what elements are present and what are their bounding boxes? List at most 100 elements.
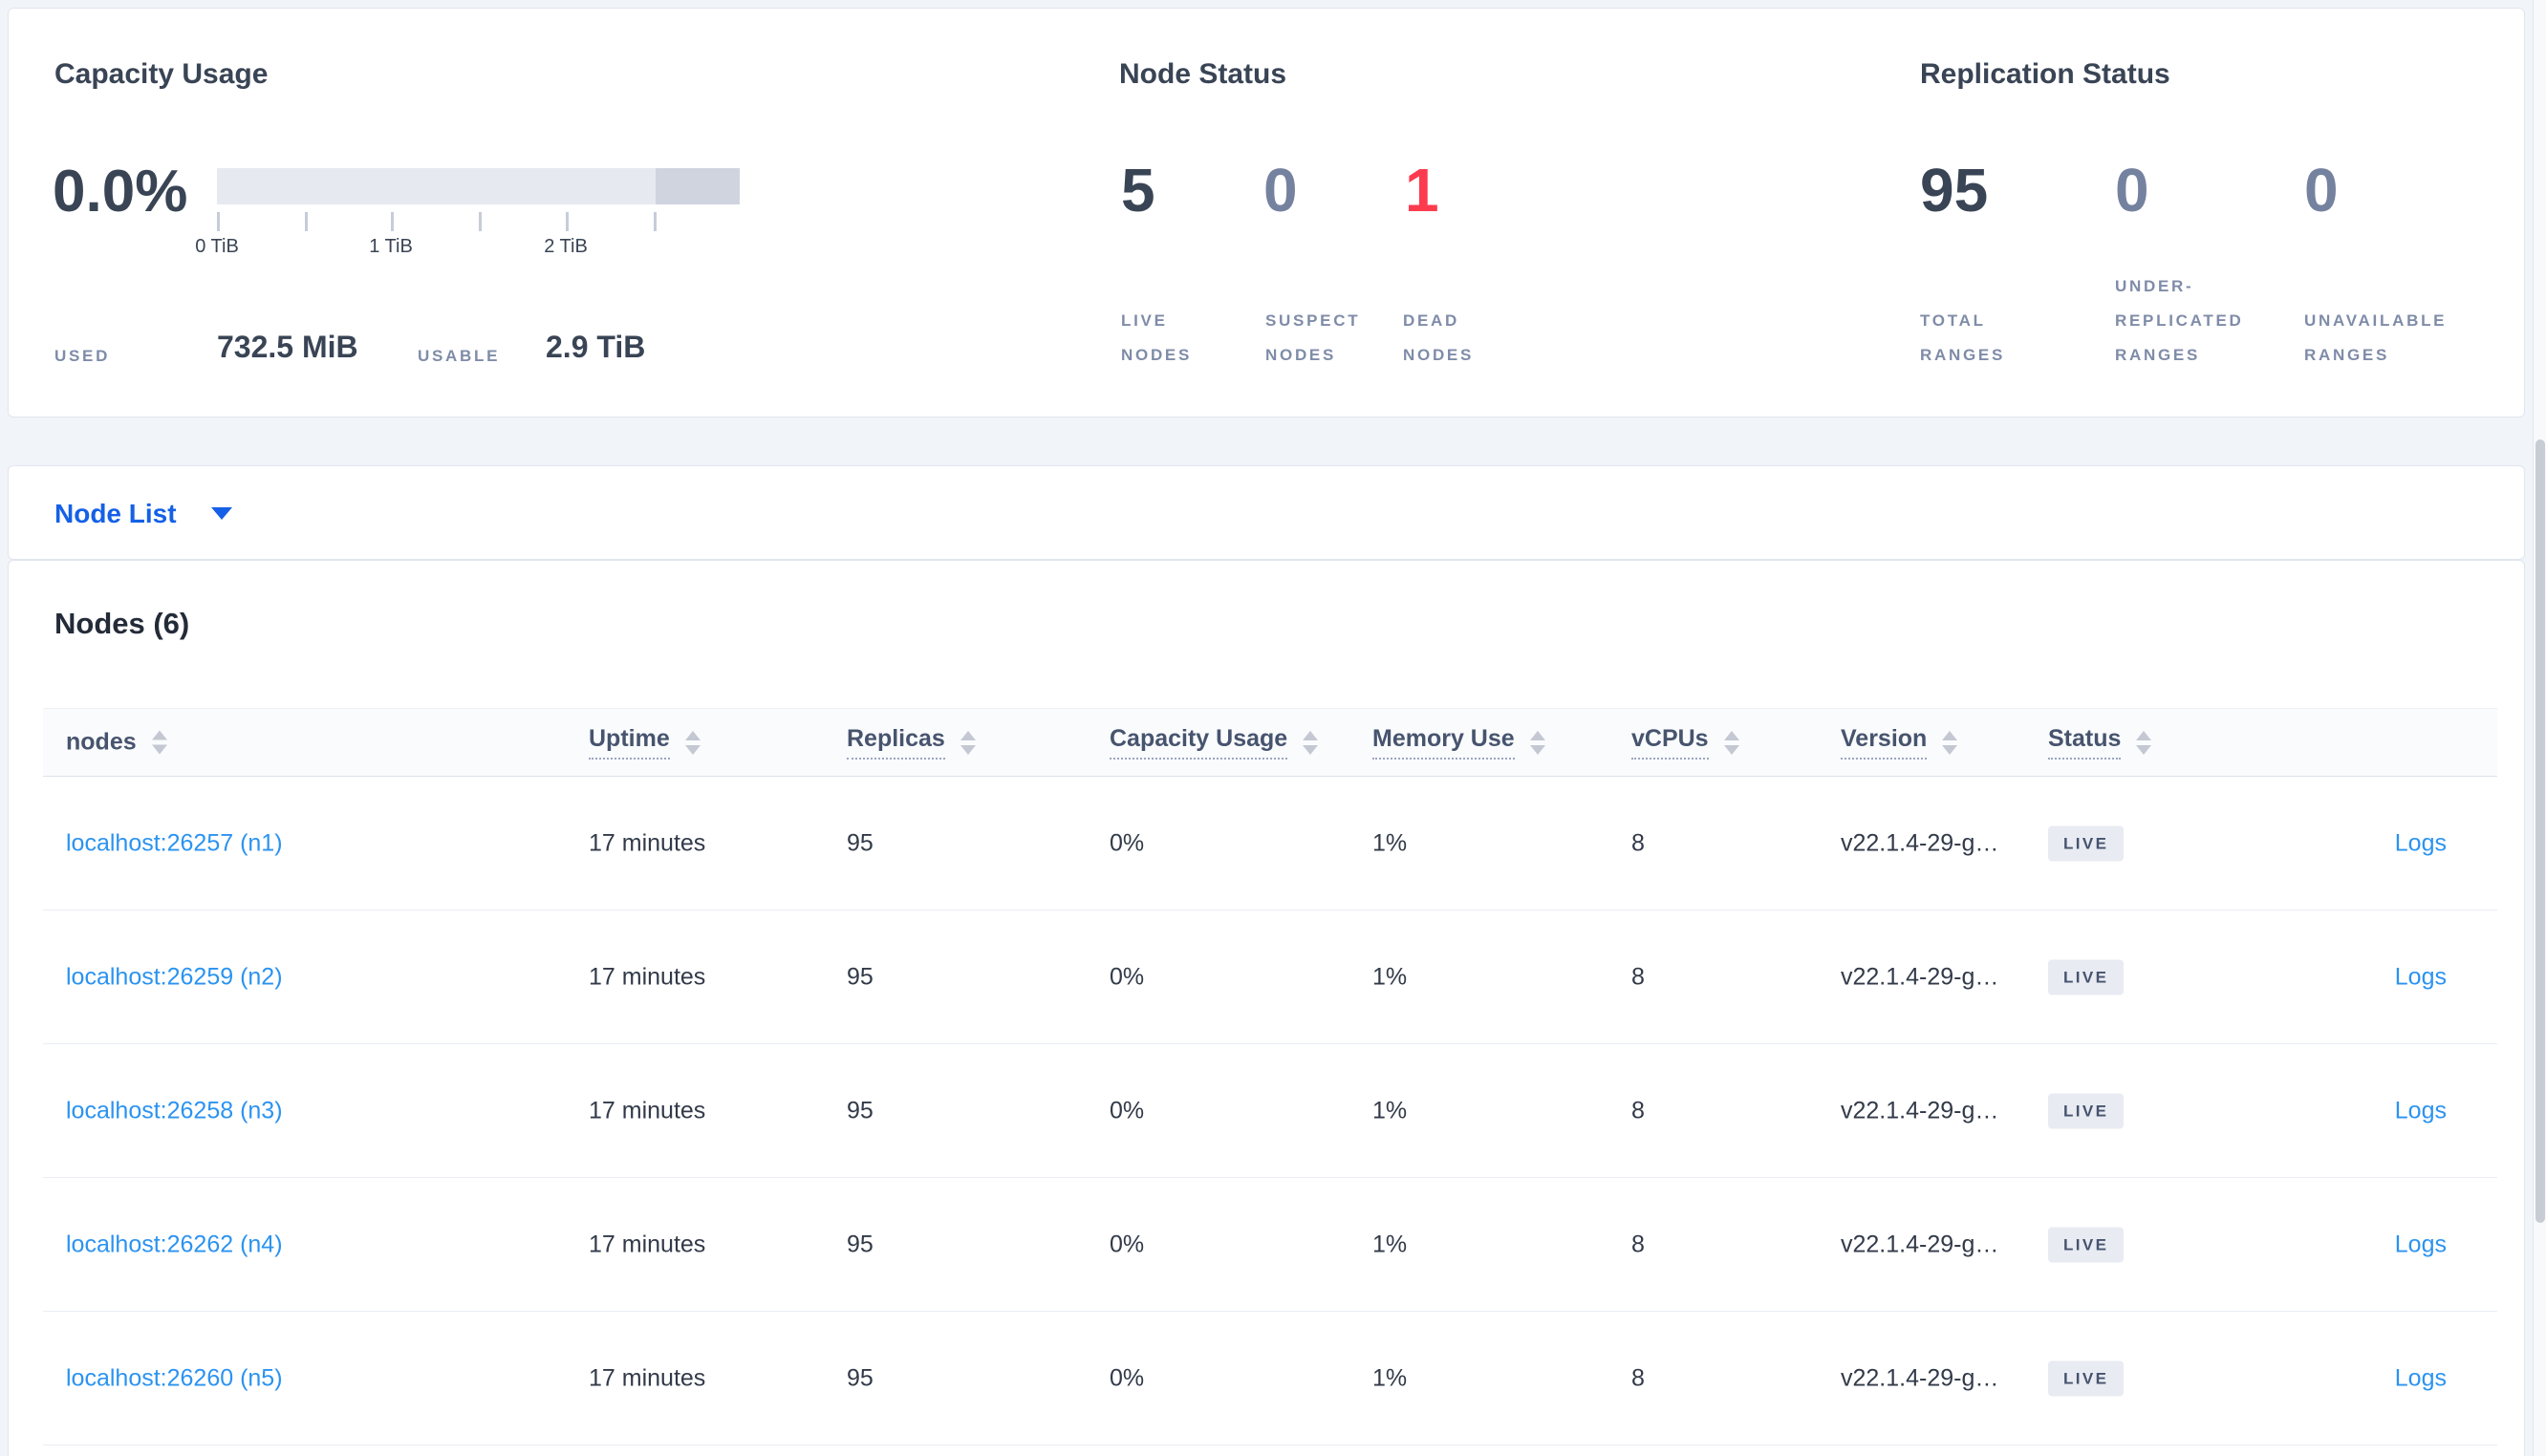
gauge-tick bbox=[479, 212, 482, 231]
table-row: localhost:26262 (n4) 17 minutes 95 0% 1%… bbox=[43, 1178, 2497, 1312]
replicas-cell: 95 bbox=[847, 1364, 874, 1391]
node-status-title: Node Status bbox=[1119, 58, 1287, 90]
gauge-tick-label: 1 TiB bbox=[369, 236, 413, 257]
vcpus-cell: 8 bbox=[1631, 963, 1645, 990]
status-badge: LIVE bbox=[2048, 825, 2125, 861]
uptime-cell: 17 minutes bbox=[589, 1231, 706, 1257]
label-line: RANGES bbox=[2115, 346, 2201, 364]
memory-cell: 1% bbox=[1372, 963, 1408, 990]
gauge-tick bbox=[305, 212, 308, 231]
status-cell: LIVE bbox=[2048, 1227, 2125, 1262]
replicas-cell: 95 bbox=[847, 829, 874, 856]
replicas-cell: 95 bbox=[847, 1231, 874, 1257]
column-header-version[interactable]: Version bbox=[1841, 725, 1958, 760]
sort-icon bbox=[960, 730, 976, 755]
label-line: UNAVAILABLE bbox=[2304, 311, 2448, 330]
node-link[interactable]: localhost:26257 (n1) bbox=[66, 829, 283, 856]
sort-icon bbox=[1529, 730, 1545, 755]
gauge-tick bbox=[391, 212, 394, 231]
memory-cell: 1% bbox=[1372, 1231, 1408, 1257]
capacity-cell: 0% bbox=[1110, 963, 1145, 990]
live-nodes-label: LIVE NODES bbox=[1121, 304, 1192, 373]
sort-icon bbox=[684, 730, 701, 755]
status-cell: LIVE bbox=[2048, 1093, 2125, 1128]
capacity-usage-title: Capacity Usage bbox=[54, 58, 269, 90]
column-header-label: Memory Use bbox=[1372, 725, 1515, 760]
replication-status-title: Replication Status bbox=[1920, 58, 2170, 90]
gauge-tick-label: 2 TiB bbox=[544, 236, 588, 257]
sort-icon bbox=[2136, 730, 2152, 755]
under-replicated-ranges-label: UNDER- REPLICATED RANGES bbox=[2115, 269, 2244, 373]
vcpus-cell: 8 bbox=[1631, 1231, 1645, 1257]
nodes-card: Nodes (6) nodes Uptime Replicas Capacity… bbox=[8, 560, 2525, 1456]
nodes-table-header: nodes Uptime Replicas Capacity Usage Mem… bbox=[43, 708, 2497, 777]
table-row: localhost:26259 (n2) 17 minutes 95 0% 1%… bbox=[43, 910, 2497, 1044]
memory-cell: 1% bbox=[1372, 829, 1408, 856]
column-header-replicas[interactable]: Replicas bbox=[847, 725, 976, 760]
sort-icon bbox=[1303, 730, 1319, 755]
chevron-down-icon bbox=[210, 507, 232, 520]
gauge-tick-label: 0 TiB bbox=[195, 236, 239, 257]
usable-value: 2.9 TiB bbox=[546, 330, 646, 364]
column-header-label: Uptime bbox=[589, 725, 670, 760]
total-ranges-count: 95 bbox=[1920, 156, 1989, 225]
column-header-status[interactable]: Status bbox=[2048, 725, 2152, 760]
logs-link[interactable]: Logs bbox=[2394, 1231, 2447, 1257]
used-value: 732.5 MiB bbox=[217, 330, 358, 364]
column-header-memory-use[interactable]: Memory Use bbox=[1372, 725, 1545, 760]
uptime-cell: 17 minutes bbox=[589, 963, 706, 990]
vcpus-cell: 8 bbox=[1631, 1364, 1645, 1391]
node-link[interactable]: localhost:26258 (n3) bbox=[66, 1097, 283, 1124]
column-header-label: Replicas bbox=[847, 725, 945, 760]
column-header-capacity-usage[interactable]: Capacity Usage bbox=[1110, 725, 1319, 760]
replicas-cell: 95 bbox=[847, 963, 874, 990]
version-cell: v22.1.4-29-g… bbox=[1841, 1097, 1999, 1124]
version-cell: v22.1.4-29-g… bbox=[1841, 1364, 1999, 1391]
logs-link[interactable]: Logs bbox=[2394, 829, 2447, 856]
capacity-gauge-tail bbox=[656, 168, 740, 204]
label-line: UNDER- bbox=[2115, 277, 2194, 295]
node-list-bar: Node List bbox=[8, 465, 2525, 560]
scrollbar-track[interactable] bbox=[2533, 0, 2546, 1456]
capacity-cell: 0% bbox=[1110, 1231, 1145, 1257]
status-cell: LIVE bbox=[2048, 1360, 2125, 1396]
table-row: localhost:26260 (n5) 17 minutes 95 0% 1%… bbox=[43, 1312, 2497, 1445]
gauge-tick bbox=[217, 212, 220, 231]
cluster-overview-card: Capacity Usage 0.0% 0 TiB 1 TiB 2 TiB US… bbox=[8, 8, 2525, 418]
label-line: SUSPECT bbox=[1265, 311, 1361, 330]
label-line: DEAD bbox=[1403, 311, 1460, 330]
uptime-cell: 17 minutes bbox=[589, 829, 706, 856]
live-nodes-count: 5 bbox=[1121, 156, 1155, 225]
column-header-vcpus[interactable]: vCPUs bbox=[1631, 725, 1739, 760]
column-header-uptime[interactable]: Uptime bbox=[589, 725, 701, 760]
sort-icon bbox=[1942, 730, 1958, 755]
gauge-tick bbox=[566, 212, 569, 231]
replicas-cell: 95 bbox=[847, 1097, 874, 1124]
status-badge: LIVE bbox=[2048, 1093, 2125, 1128]
dead-nodes-count: 1 bbox=[1405, 156, 1439, 225]
node-list-dropdown[interactable]: Node List bbox=[54, 466, 232, 561]
memory-cell: 1% bbox=[1372, 1364, 1408, 1391]
used-label: USED bbox=[54, 347, 111, 365]
capacity-percent: 0.0% bbox=[53, 159, 188, 225]
column-header-label: nodes bbox=[66, 728, 137, 756]
status-cell: LIVE bbox=[2048, 825, 2125, 861]
logs-link[interactable]: Logs bbox=[2394, 963, 2447, 990]
label-line: NODES bbox=[1121, 346, 1193, 364]
column-header-nodes[interactable]: nodes bbox=[66, 729, 167, 757]
node-link[interactable]: localhost:26259 (n2) bbox=[66, 963, 283, 990]
node-link[interactable]: localhost:26260 (n5) bbox=[66, 1364, 283, 1391]
memory-cell: 1% bbox=[1372, 1097, 1408, 1124]
scrollbar-thumb[interactable] bbox=[2535, 439, 2545, 1223]
label-line: NODES bbox=[1265, 346, 1337, 364]
nodes-section-title: Nodes (6) bbox=[54, 607, 190, 640]
under-replicated-ranges-count: 0 bbox=[2115, 156, 2149, 225]
label-line: REPLICATED bbox=[2115, 311, 2244, 330]
unavailable-ranges-label: UNAVAILABLE RANGES bbox=[2304, 304, 2447, 373]
label-line: NODES bbox=[1403, 346, 1475, 364]
node-link[interactable]: localhost:26262 (n4) bbox=[66, 1231, 283, 1257]
table-row: localhost:26257 (n1) 17 minutes 95 0% 1%… bbox=[43, 777, 2497, 910]
node-list-dropdown-label: Node List bbox=[54, 498, 177, 528]
logs-link[interactable]: Logs bbox=[2394, 1364, 2447, 1391]
logs-link[interactable]: Logs bbox=[2394, 1097, 2447, 1124]
